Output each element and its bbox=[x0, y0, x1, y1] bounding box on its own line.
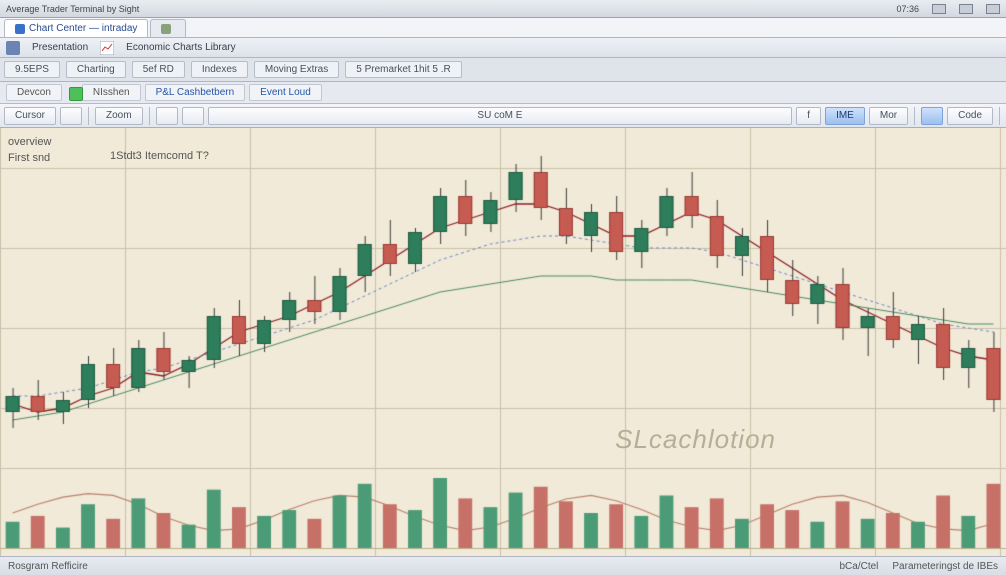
ribbon-field-scale[interactable]: 5ef RD bbox=[132, 61, 185, 78]
chart-toolbar: Cursor Zoom SU coM EfIMEMor Code bbox=[0, 104, 1006, 128]
status-right-2: Parameteringst de IBEs bbox=[892, 561, 998, 572]
view-tab-sheet[interactable]: NIsshen bbox=[82, 84, 141, 101]
toolbar-zoom-button[interactable]: Zoom bbox=[95, 107, 143, 125]
status-left: Rosgram Refficire bbox=[8, 561, 88, 572]
window-close-button[interactable] bbox=[986, 4, 1000, 14]
window-titlebar: Average Trader Terminal by Sight 07:36 bbox=[0, 0, 1006, 18]
browser-tab-label: Chart Center — intraday bbox=[29, 23, 137, 34]
window-max-button[interactable] bbox=[959, 4, 973, 14]
clock-label: 07:36 bbox=[896, 4, 919, 14]
toolbar-alert-button[interactable] bbox=[921, 107, 943, 125]
browser-tab-1[interactable] bbox=[150, 19, 186, 37]
toolbar-separator bbox=[914, 107, 915, 125]
toolbar-code-button[interactable]: Code bbox=[947, 107, 993, 125]
toolbar-separator bbox=[149, 107, 150, 125]
menubar: Presentation Economic Charts Library bbox=[0, 38, 1006, 58]
favicon-icon bbox=[15, 24, 25, 34]
menu-economic[interactable]: Economic Charts Library bbox=[118, 40, 243, 55]
window-min-button[interactable] bbox=[932, 4, 946, 14]
browser-tab-strip: Chart Center — intraday bbox=[0, 18, 1006, 38]
ribbon-field-interval[interactable]: Charting bbox=[66, 61, 126, 78]
view-tab-oven[interactable]: Devcon bbox=[6, 84, 62, 101]
toolbar-separator bbox=[999, 107, 1000, 125]
toolbar-draw-button[interactable] bbox=[156, 107, 178, 125]
status-right-1: bCa/Ctel bbox=[839, 561, 878, 572]
symbol-ribbon: 9.5EPS Charting 5ef RD Indexes Moving Extras… bbox=[0, 58, 1006, 82]
view-tab-strip: Devcon NIsshenP&L CashbetbernEvent Loud bbox=[0, 82, 1006, 104]
toolbar-price-button[interactable]: f bbox=[796, 107, 821, 125]
toolbar-cursor-button[interactable]: Cursor bbox=[4, 107, 56, 125]
ribbon-field-tools[interactable]: 5 Premarket 1hit 5 .R bbox=[345, 61, 461, 78]
toolbar-separator bbox=[88, 107, 89, 125]
browser-tab-0[interactable]: Chart Center — intraday bbox=[4, 19, 148, 37]
toolbar-more-button[interactable]: Mor bbox=[869, 107, 908, 125]
price-chart-canvas[interactable] bbox=[0, 128, 1006, 556]
ribbon-field-range[interactable]: Indexes bbox=[191, 61, 248, 78]
ribbon-field-symbol[interactable]: 9.5EPS bbox=[4, 61, 60, 78]
chart-icon bbox=[100, 41, 114, 55]
app-icon bbox=[6, 41, 20, 55]
favicon-icon bbox=[161, 24, 171, 34]
chart-area[interactable]: overviewFirst snd1Stdt3 Itemcomd T? SLca… bbox=[0, 128, 1006, 556]
view-tab-event[interactable]: Event Loud bbox=[249, 84, 322, 101]
statusbar: Rosgram Refficire bCa/Ctel Parameterings… bbox=[0, 556, 1006, 575]
view-tab-cashflow[interactable]: P&L Cashbetbern bbox=[145, 84, 246, 101]
toolbar-time-button[interactable]: IME bbox=[825, 107, 865, 125]
menu-presentation[interactable]: Presentation bbox=[24, 40, 96, 55]
window-title: Average Trader Terminal by Sight bbox=[6, 4, 139, 14]
toolbar-line-button[interactable] bbox=[182, 107, 204, 125]
toolbar-select-button[interactable] bbox=[60, 107, 82, 125]
ribbon-field-studies[interactable]: Moving Extras bbox=[254, 61, 339, 78]
toolbar-scale-button[interactable]: SU coM E bbox=[208, 107, 793, 125]
